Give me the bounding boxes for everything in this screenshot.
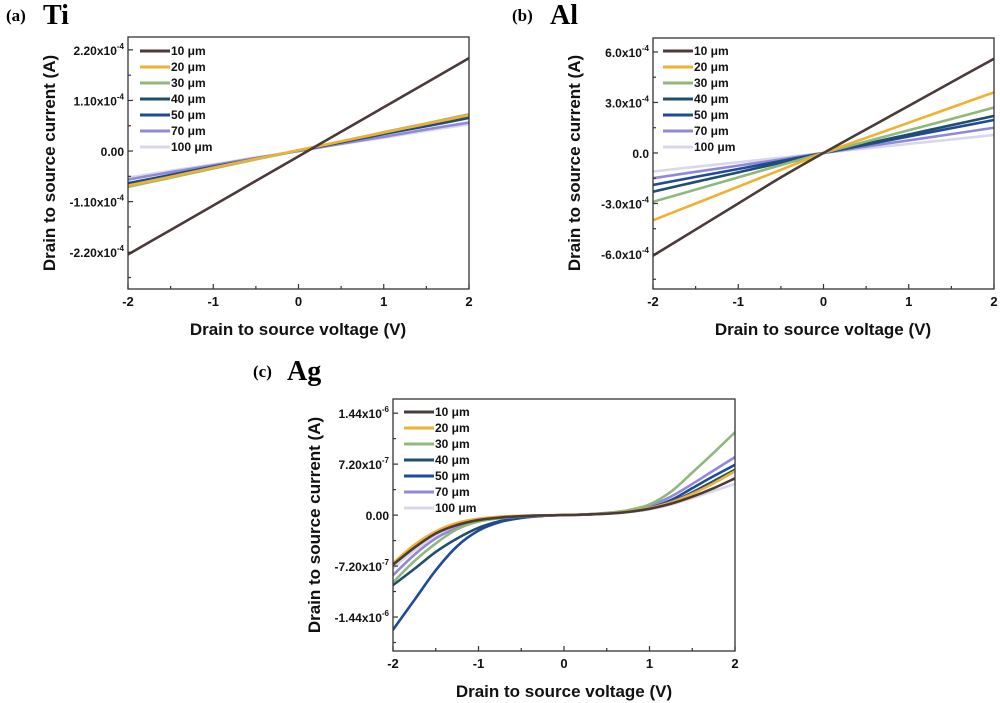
legend-label: 70 μm (435, 485, 470, 499)
legend-label: 30 μm (171, 76, 206, 90)
legend-label: 40 μm (694, 92, 729, 106)
x-tick-label: -2 (387, 656, 399, 671)
x-tick-label: 1 (646, 656, 653, 671)
panel-label: (a) (6, 6, 26, 25)
y-axis-title: Drain to source current (A) (565, 55, 584, 271)
x-tick-label: -2 (122, 294, 134, 309)
legend-label: 10 μm (171, 44, 206, 58)
x-tick-label: 2 (465, 294, 472, 309)
x-axis-title: Drain to source voltage (V) (456, 682, 672, 701)
y-tick-label: 6.0x10-4 (605, 44, 649, 60)
x-tick-label: 2 (731, 656, 738, 671)
series-line-10um (393, 476, 735, 566)
legend-label: 20 μm (435, 421, 470, 435)
y-tick-label: 7.20x10-7 (338, 456, 389, 472)
panel-title: Al (550, 0, 578, 31)
plot-frame (127, 36, 470, 290)
y-tick-label: 0.0 (632, 147, 649, 161)
legend-label: 40 μm (435, 453, 470, 467)
legend-label: 10 μm (694, 44, 729, 58)
x-tick-label: -1 (207, 294, 219, 309)
x-tick-label: -1 (473, 656, 485, 671)
y-tick-label: -3.0x10-4 (601, 195, 649, 211)
legend-label: 10 μm (435, 405, 470, 419)
legend: 10 μm 20 μm 30 μm 40 μm 50 μm 70 μm 100 μm (404, 405, 476, 515)
plot-area: -2 -1 0 1 2 6.0x10-4 3.0x10-4 0.0 -3.0x10-4 -6.0x… (601, 37, 998, 309)
y-tick-label: -1.10x10-4 (70, 194, 125, 210)
x-tick-label: -1 (732, 294, 744, 309)
legend-label: 30 μm (435, 437, 470, 451)
x-tick-label: -2 (647, 294, 659, 309)
panel-label: (b) (512, 6, 533, 25)
series-group (128, 56, 469, 256)
legend-label: 20 μm (694, 60, 729, 74)
x-tick-label: 0 (295, 294, 302, 309)
series-line-10um (128, 56, 469, 256)
y-tick-label: 0.00 (101, 145, 125, 159)
y-tick-label: -2.20x10-4 (70, 244, 125, 260)
panel-a-ti: (a) Ti -2 -1 0 1 2 2.20x10-4 1.10x10-4 0.00 -1.1… (6, 0, 473, 339)
y-tick-label: -7.20x10-7 (335, 558, 390, 574)
y-tick-label: 3.0x10-4 (605, 94, 649, 110)
panel-b-al: (b) Al -2 -1 0 1 2 6.0x10-4 3.0x10-4 0.0 -3.0x10… (512, 0, 998, 339)
series-group (653, 57, 994, 257)
legend-label: 100 μm (694, 140, 735, 154)
legend-label: 50 μm (171, 108, 206, 122)
y-tick-label: 1.44x10-6 (338, 405, 389, 421)
y-tick-label: 1.10x10-4 (73, 92, 124, 108)
x-tick-label: 0 (820, 294, 827, 309)
legend-label: 50 μm (435, 469, 470, 483)
y-tick-label: -1.44x10-6 (335, 609, 390, 625)
legend-label: 50 μm (694, 108, 729, 122)
series-line-20um (128, 113, 469, 187)
y-tick-label: 0.00 (366, 509, 390, 523)
panel-label: (c) (253, 362, 272, 381)
y-axis-title: Drain to source current (A) (305, 417, 324, 633)
legend-label: 40 μm (171, 92, 206, 106)
y-tick-label: -6.0x10-4 (601, 246, 649, 262)
panel-title: Ag (287, 356, 321, 387)
panel-c-ag: (c) Ag -2 -1 0 1 2 1.44x10-6 7.20x10-7 0.00 -7.2… (253, 356, 739, 701)
x-axis-title: Drain to source voltage (V) (190, 320, 406, 339)
plot-area: -2 -1 0 1 2 2.20x10-4 1.10x10-4 0.00 -1.10x10-4 -… (70, 36, 473, 309)
legend-label: 100 μm (435, 501, 476, 515)
legend-label: 20 μm (171, 60, 206, 74)
series-group (393, 430, 735, 632)
x-tick-label: 2 (990, 294, 997, 309)
legend-label: 100 μm (171, 140, 212, 154)
series-line-10um (653, 57, 994, 257)
x-tick-label: 1 (905, 294, 912, 309)
legend-label: 70 μm (171, 124, 206, 138)
y-axis-title: Drain to source current (A) (40, 55, 59, 271)
legend: 10 μm 20 μm 30 μm 40 μm 50 μm 70 μm 100 μm (140, 44, 212, 154)
x-tick-label: 1 (380, 294, 387, 309)
legend-label: 30 μm (694, 76, 729, 90)
plot-area: -2 -1 0 1 2 1.44x10-6 7.20x10-7 0.00 -7.20x10-7 -… (335, 398, 739, 671)
legend: 10 μm 20 μm 30 μm 40 μm 50 μm 70 μm 100 μm (663, 44, 735, 154)
legend-label: 70 μm (694, 124, 729, 138)
y-tick-label: 2.20x10-4 (73, 42, 124, 58)
x-axis-title: Drain to source voltage (V) (715, 320, 931, 339)
panel-title: Ti (43, 0, 69, 31)
x-tick-label: 0 (560, 656, 567, 671)
